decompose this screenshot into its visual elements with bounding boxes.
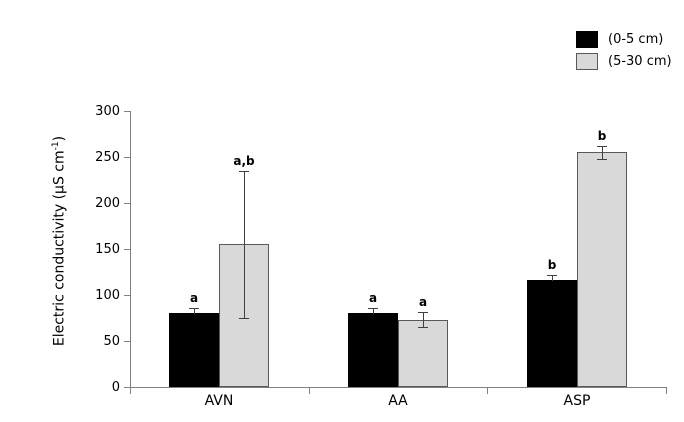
error-bar-aa-5-30cm — [423, 312, 424, 327]
error-cap-bottom — [239, 318, 249, 319]
y-tick — [124, 341, 130, 342]
x-tick — [309, 388, 310, 394]
y-tick-label: 250 — [95, 150, 120, 165]
y-axis-title-superscript: -1 — [51, 141, 61, 151]
legend-swatch-5-30cm — [576, 52, 598, 70]
y-axis-line — [130, 111, 131, 393]
error-cap-top — [418, 312, 428, 313]
bar-aa-5-30cm — [398, 320, 448, 387]
legend-item-0-5cm: (0-5 cm) — [576, 28, 672, 50]
error-bar-asp-0-5cm — [552, 275, 553, 281]
y-axis-title: Electric conductivity (μS cm-1) — [51, 91, 71, 391]
bar-aa-0-5cm — [348, 313, 398, 387]
x-category-label-asp: ASP — [563, 393, 591, 409]
legend-label-5-30cm: (5-30 cm) — [608, 53, 672, 69]
error-cap-top — [189, 308, 199, 309]
y-tick — [124, 157, 130, 158]
y-tick-label: 0 — [111, 380, 120, 395]
error-bar-aa-0-5cm — [373, 308, 374, 314]
y-tick — [124, 111, 130, 112]
sig-letter-asp-5-30cm: b — [597, 129, 607, 143]
x-tick — [487, 388, 488, 394]
x-axis-line — [130, 387, 667, 388]
error-bar-avn-5-30cm — [244, 171, 245, 318]
error-cap-bottom — [418, 327, 428, 328]
sig-letter-aa-0-5cm: a — [368, 291, 378, 305]
error-cap-top — [239, 171, 249, 172]
x-category-label-avn: AVN — [204, 393, 234, 409]
error-cap-top — [597, 146, 607, 147]
y-tick — [124, 249, 130, 250]
error-cap-bottom — [597, 159, 607, 160]
y-axis-title-close: ) — [51, 135, 68, 142]
sig-letter-asp-0-5cm: b — [547, 258, 557, 272]
y-axis-title-main: Electric conductivity (μS cm — [51, 150, 68, 347]
error-bar-avn-0-5cm — [194, 308, 195, 314]
x-tick — [130, 388, 131, 394]
y-tick — [124, 387, 130, 388]
y-tick-label: 100 — [95, 288, 120, 303]
bar-avn-0-5cm — [169, 313, 219, 387]
x-tick — [666, 388, 667, 394]
y-tick-label: 50 — [103, 334, 120, 349]
error-cap-top — [368, 308, 378, 309]
error-cap-top — [547, 275, 557, 276]
y-tick-label: 300 — [95, 104, 120, 119]
y-tick-label: 150 — [95, 242, 120, 257]
y-tick-label: 200 — [95, 196, 120, 211]
bar-asp-0-5cm — [527, 280, 577, 387]
error-bar-asp-5-30cm — [602, 146, 603, 159]
sig-letter-avn-5-30cm: a,b — [233, 154, 255, 168]
x-category-label-aa: AA — [388, 393, 408, 409]
y-tick — [124, 203, 130, 204]
y-tick — [124, 295, 130, 296]
legend-swatch-0-5cm — [576, 30, 598, 48]
sig-letter-aa-5-30cm: a — [418, 295, 428, 309]
legend-label-0-5cm: (0-5 cm) — [608, 31, 664, 47]
sig-letter-avn-0-5cm: a — [189, 291, 199, 305]
legend-item-5-30cm: (5-30 cm) — [576, 50, 672, 72]
legend: (0-5 cm) (5-30 cm) — [576, 28, 672, 72]
bar-asp-5-30cm — [577, 152, 627, 387]
